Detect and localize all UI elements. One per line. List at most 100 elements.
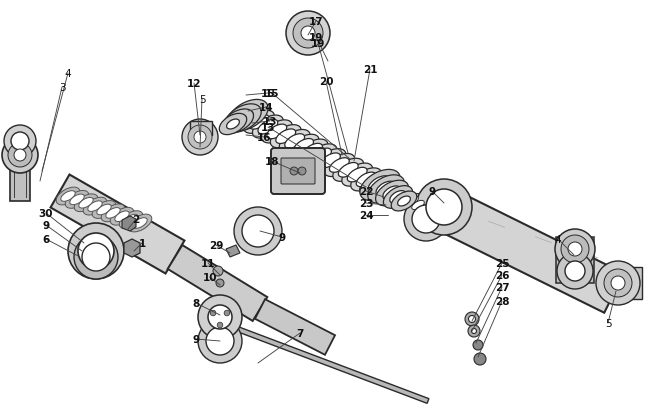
Polygon shape (255, 299, 335, 355)
Ellipse shape (406, 197, 419, 206)
Circle shape (605, 270, 631, 296)
Text: 5: 5 (199, 95, 205, 105)
Ellipse shape (368, 176, 392, 195)
Text: 13: 13 (261, 123, 275, 133)
Circle shape (465, 312, 479, 326)
Ellipse shape (351, 168, 382, 192)
Ellipse shape (133, 218, 147, 229)
Circle shape (213, 266, 223, 276)
Ellipse shape (79, 198, 93, 209)
Text: 4: 4 (554, 234, 562, 244)
Ellipse shape (230, 115, 246, 128)
Polygon shape (190, 122, 212, 136)
Ellipse shape (288, 135, 319, 158)
Ellipse shape (233, 111, 253, 126)
Ellipse shape (339, 163, 358, 178)
Ellipse shape (280, 130, 310, 153)
Text: 14: 14 (259, 103, 273, 113)
Circle shape (301, 27, 315, 41)
Ellipse shape (359, 173, 391, 196)
Circle shape (563, 237, 587, 261)
Ellipse shape (235, 106, 265, 129)
Ellipse shape (365, 177, 385, 192)
Polygon shape (226, 245, 240, 257)
Circle shape (471, 329, 476, 334)
Text: 6: 6 (42, 234, 49, 244)
Circle shape (208, 305, 232, 329)
Ellipse shape (128, 215, 152, 232)
Text: 29: 29 (209, 241, 223, 250)
Ellipse shape (106, 208, 120, 219)
Text: 10: 10 (203, 272, 217, 282)
Ellipse shape (70, 195, 84, 205)
Ellipse shape (285, 134, 305, 149)
Circle shape (2, 138, 38, 174)
Text: 17: 17 (309, 17, 323, 27)
Circle shape (568, 243, 582, 256)
Ellipse shape (356, 173, 376, 187)
Ellipse shape (111, 208, 134, 226)
Text: 22: 22 (359, 187, 373, 196)
Text: 19: 19 (309, 33, 323, 43)
Text: 15: 15 (261, 89, 275, 99)
Ellipse shape (311, 149, 332, 163)
Text: 15: 15 (265, 89, 279, 99)
Ellipse shape (92, 201, 116, 219)
Circle shape (82, 243, 110, 271)
Ellipse shape (411, 201, 424, 210)
Circle shape (194, 132, 206, 144)
Polygon shape (231, 325, 429, 403)
Ellipse shape (414, 202, 434, 217)
Ellipse shape (297, 140, 328, 163)
Ellipse shape (376, 182, 396, 197)
Circle shape (426, 190, 462, 226)
Text: 11: 11 (201, 258, 215, 269)
Ellipse shape (249, 115, 269, 130)
Ellipse shape (219, 114, 247, 135)
Ellipse shape (418, 205, 430, 214)
Circle shape (216, 279, 224, 287)
Text: 8: 8 (192, 298, 200, 308)
Circle shape (4, 126, 36, 158)
Circle shape (10, 146, 30, 166)
Text: 5: 5 (604, 318, 611, 328)
Polygon shape (622, 267, 642, 299)
Text: 20: 20 (318, 77, 333, 87)
Ellipse shape (56, 188, 80, 205)
Ellipse shape (320, 153, 341, 168)
Text: 19: 19 (311, 39, 325, 49)
Polygon shape (51, 175, 185, 274)
Ellipse shape (315, 149, 346, 172)
Text: 16: 16 (257, 133, 271, 143)
Text: 4: 4 (65, 69, 72, 79)
Text: 9: 9 (42, 220, 49, 230)
Ellipse shape (261, 121, 292, 144)
Ellipse shape (227, 120, 239, 130)
Circle shape (565, 261, 585, 281)
Ellipse shape (119, 211, 143, 229)
Circle shape (190, 128, 210, 148)
Circle shape (557, 254, 593, 289)
Polygon shape (122, 216, 136, 231)
Ellipse shape (101, 205, 125, 222)
Ellipse shape (240, 111, 260, 125)
Circle shape (296, 22, 320, 46)
Circle shape (78, 233, 114, 269)
Circle shape (416, 179, 472, 235)
Ellipse shape (376, 181, 408, 206)
Text: 23: 23 (359, 198, 373, 209)
Circle shape (473, 340, 483, 350)
Text: 12: 12 (187, 79, 202, 89)
Circle shape (561, 235, 589, 263)
Ellipse shape (258, 120, 278, 134)
Ellipse shape (244, 111, 274, 134)
Text: 21: 21 (363, 65, 377, 75)
Circle shape (596, 261, 640, 305)
Text: 3: 3 (58, 83, 65, 93)
Circle shape (224, 311, 229, 316)
Text: 2: 2 (133, 215, 140, 224)
Circle shape (298, 168, 306, 175)
Circle shape (198, 295, 242, 339)
Ellipse shape (225, 104, 261, 133)
Circle shape (293, 19, 323, 49)
